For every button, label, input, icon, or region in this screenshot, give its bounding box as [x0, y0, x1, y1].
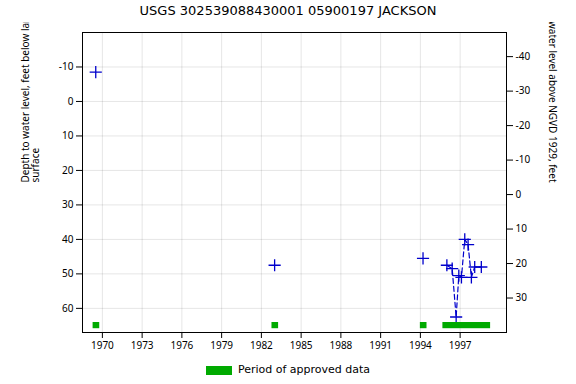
svg-text:10: 10 [62, 128, 74, 142]
svg-text:1970: 1970 [91, 338, 114, 352]
svg-text:10: 10 [516, 221, 528, 235]
svg-text:1982: 1982 [250, 338, 273, 352]
svg-text:-20: -20 [516, 118, 531, 132]
svg-text:1991: 1991 [369, 338, 392, 352]
svg-text:20: 20 [62, 163, 74, 177]
svg-text:-40: -40 [516, 49, 531, 63]
svg-text:Groundwater level above NGVD 1: Groundwater level above NGVD 1929, feet [546, 22, 560, 183]
svg-text:60: 60 [62, 301, 74, 315]
svg-text:Depth to water level, feet bel: Depth to water level, feet below landsur… [18, 22, 42, 183]
svg-text:50: 50 [62, 266, 74, 280]
svg-text:-10: -10 [516, 152, 531, 166]
svg-text:-30: -30 [516, 83, 531, 97]
svg-text:1973: 1973 [131, 338, 154, 352]
svg-text:0: 0 [68, 94, 74, 108]
svg-text:-10: -10 [59, 59, 74, 73]
html-text:Period of approved data: Period of approved data [237, 363, 371, 376]
svg-text:30: 30 [516, 290, 528, 304]
svg-text:1976: 1976 [170, 338, 193, 352]
svg-text:0: 0 [516, 187, 522, 201]
html-text:USGS 302539088430001 05900197: USGS 302539088430001 05900197 JACKSON [139, 3, 437, 18]
svg-text:1985: 1985 [290, 338, 313, 352]
svg-text:1979: 1979 [210, 338, 233, 352]
svg-text:30: 30 [62, 197, 74, 211]
svg-text:20: 20 [516, 256, 528, 270]
svg-text:40: 40 [62, 232, 74, 246]
svg-text:1997: 1997 [449, 338, 472, 352]
svg-text:1988: 1988 [329, 338, 352, 352]
svg-text:1994: 1994 [409, 338, 432, 352]
